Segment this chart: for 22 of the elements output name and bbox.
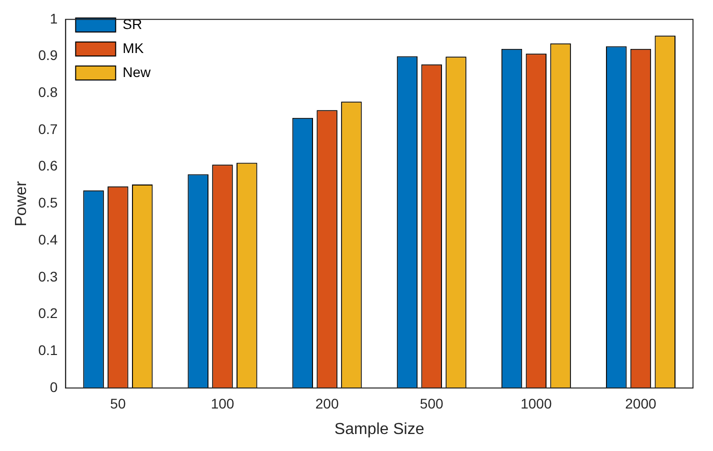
x-tick-label: 100: [210, 395, 234, 412]
y-axis-title: Power: [13, 180, 30, 226]
y-tick-label: 0.2: [38, 305, 58, 322]
legend-label: SR: [122, 16, 142, 32]
x-tick-label: 200: [315, 395, 339, 412]
y-tick-label: 0.9: [38, 47, 58, 64]
x-tick-label: 50: [110, 395, 126, 412]
x-axis-title: Sample Size: [334, 420, 424, 438]
x-tick-label: 500: [420, 395, 444, 412]
y-tick-label: 0.8: [38, 84, 58, 100]
x-tick-label: 2000: [625, 395, 656, 412]
x-tick-label: 1000: [520, 395, 552, 412]
legend-label: MK: [122, 40, 144, 56]
y-tick-label: 0.1: [38, 342, 58, 358]
y-tick-label: 0.6: [38, 158, 58, 174]
y-tick-label: 0.4: [38, 231, 58, 248]
y-tick-label: 0: [50, 378, 58, 395]
y-tick-label: 0.5: [38, 194, 58, 211]
y-tick-label: 0.3: [38, 268, 58, 284]
y-tick-label: 1: [50, 10, 58, 26]
y-tick-label: 0.7: [38, 120, 58, 137]
legend-label: New: [122, 64, 152, 80]
